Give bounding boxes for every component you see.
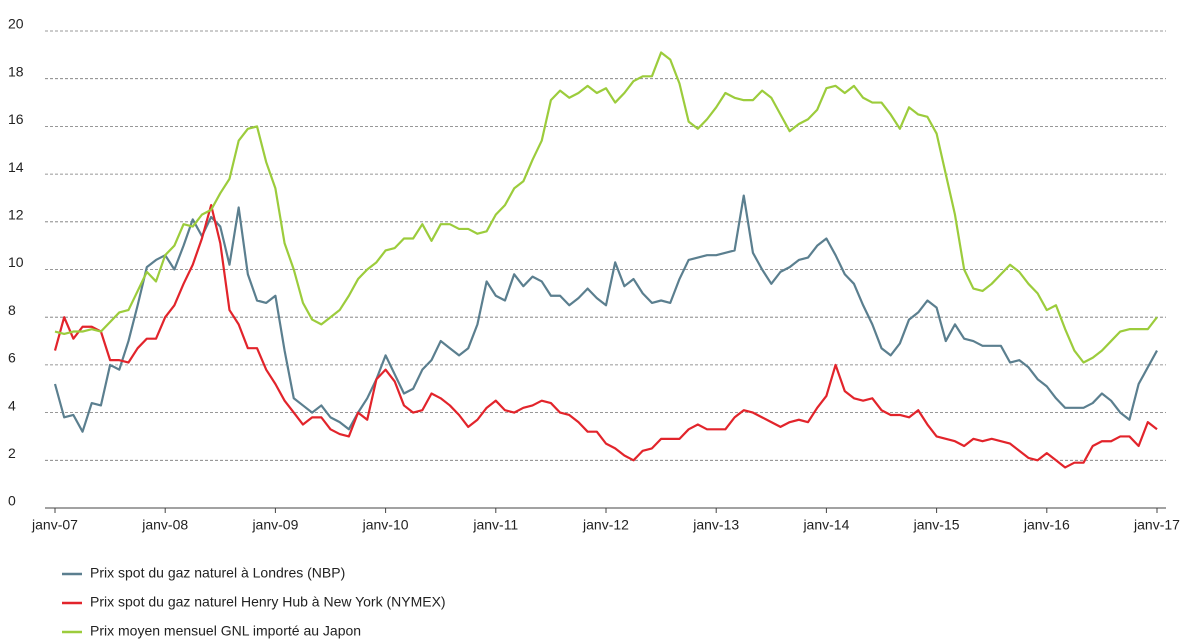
series-line [53,204,1158,469]
x-tick-label: janv-17 [1133,517,1180,533]
y-tick-label: 12 [8,207,24,223]
series-line [54,51,1158,364]
x-tick-label: janv-08 [141,517,188,533]
y-tick-label: 0 [8,493,16,509]
x-tick-label: janv-07 [31,517,78,533]
y-tick-label: 6 [8,350,16,366]
x-tick-label: janv-09 [251,517,298,533]
y-tick-label: 16 [8,111,24,127]
y-tick-label: 4 [8,397,16,413]
x-tick-label: janv-13 [692,517,739,533]
y-tick-label: 14 [8,159,24,175]
y-tick-label: 20 [8,16,24,32]
legend-label: Prix moyen mensuel GNL importé au Japon [90,623,361,639]
y-tick-label: 10 [8,254,24,270]
x-tick-label: janv-12 [582,517,629,533]
x-tick-label: janv-11 [472,517,518,533]
y-tick-label: 2 [8,445,16,461]
x-tick-label: janv-10 [362,517,409,533]
x-tick-label: janv-15 [913,517,960,533]
series-line [53,194,1158,433]
x-tick-label: janv-16 [1023,517,1070,533]
y-tick-label: 8 [8,302,16,318]
y-tick-label: 18 [8,63,24,79]
x-tick-label: janv-14 [802,517,849,533]
legend-label: Prix spot du gaz naturel Henry Hub à New… [90,594,446,610]
legend-label: Prix spot du gaz naturel à Londres (NBP) [90,565,345,581]
